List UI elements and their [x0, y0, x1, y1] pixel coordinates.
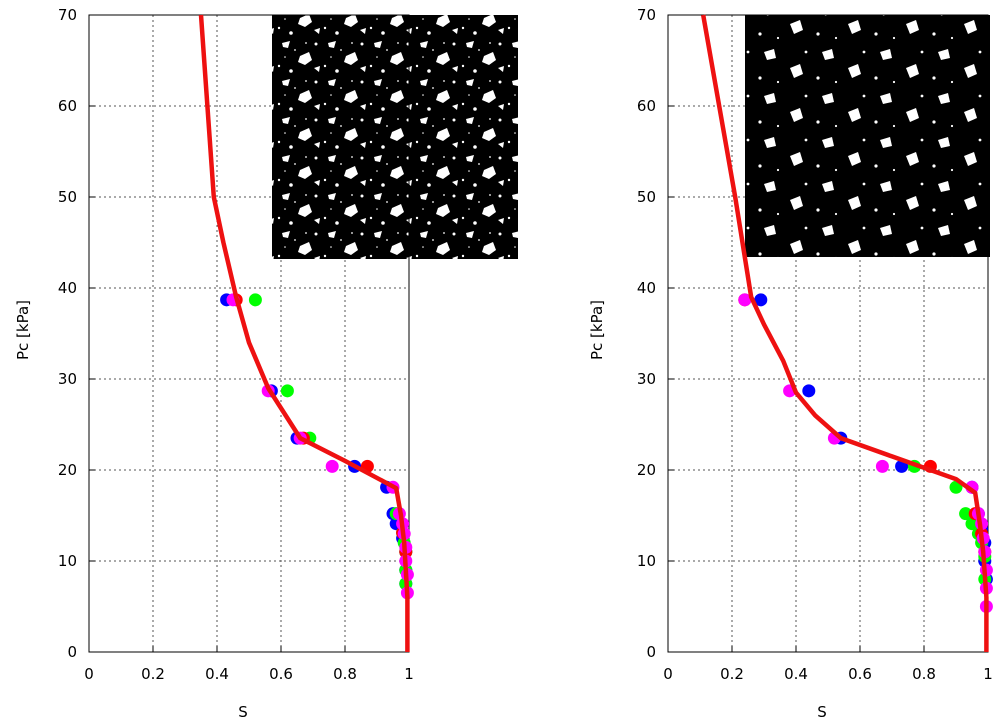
right-x-tick-label: 0.2 [720, 665, 744, 683]
left-y-tick-label: 10 [58, 552, 77, 570]
left-x-tick-label: 0.8 [333, 665, 357, 683]
right-x-tick-label: 0 [663, 665, 673, 683]
left-y-axis-label: Pc [kPa] [14, 300, 32, 360]
left-y-tick-label: 60 [58, 97, 77, 115]
right-series-1-point [965, 517, 979, 531]
left-series-3-point [325, 459, 339, 473]
left-x-tick-label: 0.2 [141, 665, 165, 683]
right-plot-frame [667, 14, 989, 653]
right-x-tick-label: 0.4 [784, 665, 808, 683]
right-inset-image [745, 15, 990, 257]
left-series-1-point [280, 384, 294, 398]
right-series-0-point [754, 293, 768, 307]
left-y-tick-label: 20 [58, 461, 77, 479]
left-fit-curve [198, 14, 410, 652]
left-y-tick-label: 0 [67, 643, 77, 661]
right-x-tick-label: 1 [983, 665, 993, 683]
right-y-tick-label: 20 [637, 461, 656, 479]
left-x-tick-label: 1 [404, 665, 414, 683]
left-fit-line [198, 14, 410, 652]
right-fit-curve [700, 14, 989, 652]
right-y-tick-label: 0 [646, 643, 656, 661]
left-y-tick-label: 30 [58, 370, 77, 388]
right-y-tick-label: 40 [637, 279, 656, 297]
left-x-tick-label: 0 [84, 665, 94, 683]
right-x-axis-label: S [817, 703, 827, 721]
right-series-3-point [875, 459, 889, 473]
left-y-tick-label: 50 [58, 188, 77, 206]
right-x-tick-label: 0.8 [912, 665, 936, 683]
left-x-tick-label: 0.6 [269, 665, 293, 683]
right-series-1-point [959, 507, 973, 521]
right-y-tick-label: 60 [637, 97, 656, 115]
right-x-tick-label: 0.6 [848, 665, 872, 683]
right-fit-line [700, 14, 989, 652]
right-y-tick-label: 30 [637, 370, 656, 388]
left-plot-frame [88, 14, 410, 653]
right-y-tick-label: 70 [637, 6, 656, 24]
right-series-0-point [802, 384, 816, 398]
left-x-tick-label: 0.4 [205, 665, 229, 683]
left-series-1-point [248, 293, 262, 307]
right-series-3-point [738, 293, 752, 307]
right-y-tick-label: 10 [637, 552, 656, 570]
right-data-points [738, 293, 993, 613]
left-y-tick-label: 40 [58, 279, 77, 297]
left-y-tick-label: 70 [58, 6, 77, 24]
left-inset-image [272, 15, 518, 259]
left-x-axis-label: S [238, 703, 248, 721]
right-y-axis-label: Pc [kPa] [588, 300, 606, 360]
right-y-tick-label: 50 [637, 188, 656, 206]
